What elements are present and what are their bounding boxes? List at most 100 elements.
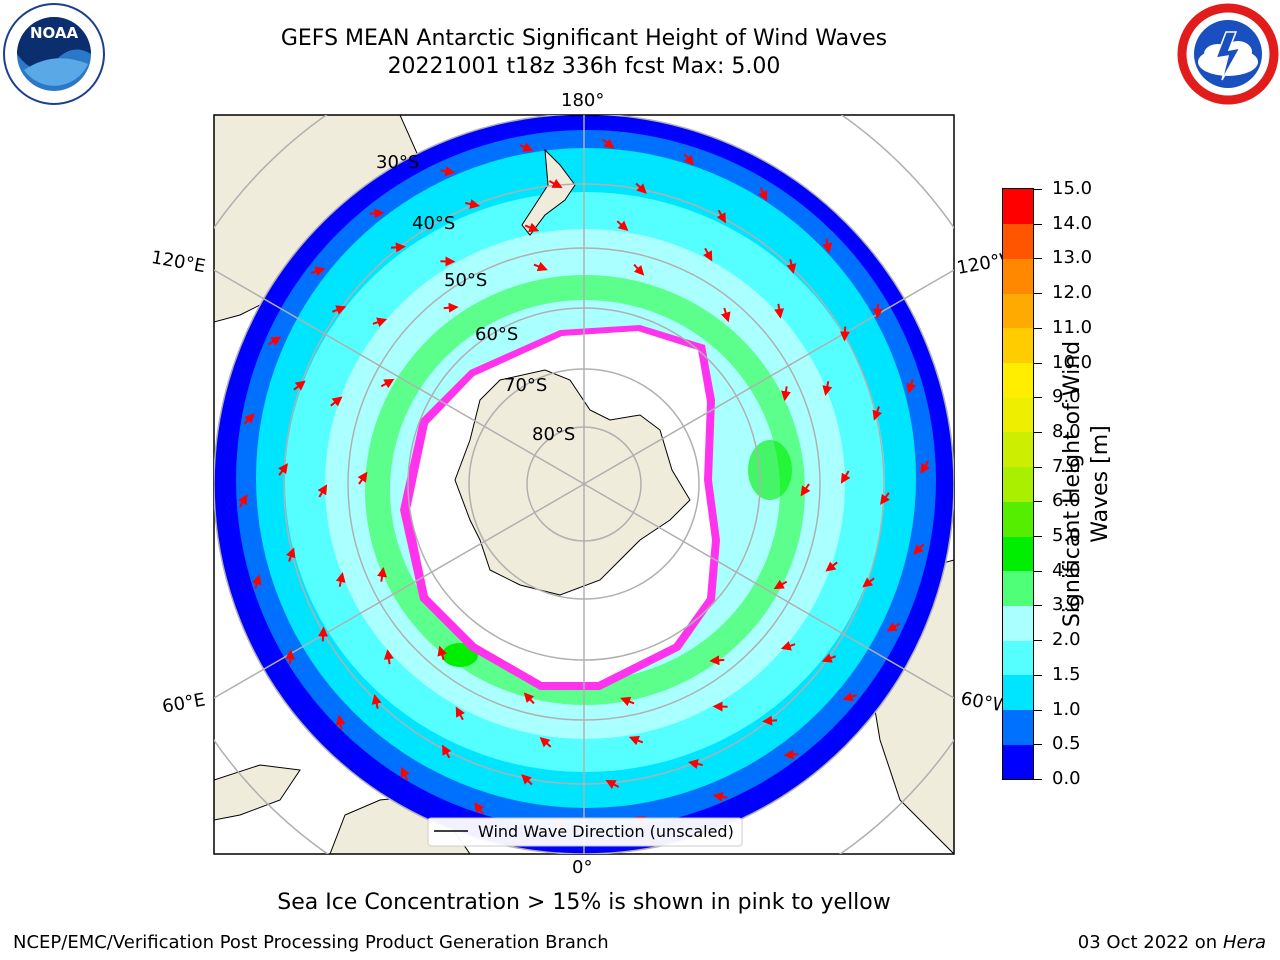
colorbar-segment xyxy=(1003,640,1033,676)
wind-wave-arrow xyxy=(605,779,620,790)
wind-wave-arrow xyxy=(822,381,833,396)
colorbar-tick xyxy=(1034,709,1042,711)
wind-wave-arrow xyxy=(709,655,725,666)
wind-wave-arrow xyxy=(377,566,387,582)
colorbar-segment xyxy=(1003,536,1033,572)
wind-wave-arrow xyxy=(906,379,917,394)
colorbar-tick-label: 5.0 xyxy=(1052,525,1081,547)
wind-wave-arrow xyxy=(602,138,615,149)
colorbar-tick xyxy=(1034,431,1042,433)
lat-label-40s: 40°S xyxy=(412,213,455,234)
colorbar-tick-label: 13.0 xyxy=(1052,247,1093,269)
wind-wave-arrow xyxy=(548,178,563,189)
wind-wave-arrow xyxy=(635,182,647,194)
wind-wave-arrow xyxy=(440,166,456,177)
colorbar-tick xyxy=(1034,605,1042,607)
colorbar-segment xyxy=(1003,431,1033,468)
colorbar-segment xyxy=(1003,466,1033,502)
wind-wave-arrow xyxy=(872,303,883,319)
wind-wave-arrow xyxy=(383,649,394,665)
national-weather-service-logo-icon xyxy=(1177,3,1279,105)
wind-wave-arrow xyxy=(687,759,703,769)
map-legend: Wind Wave Direction (unscaled) xyxy=(427,817,743,847)
wind-wave-arrow xyxy=(758,187,768,202)
wind-wave-arrow xyxy=(539,736,552,748)
lat-label-70s: 70°S xyxy=(504,375,547,396)
footer-credit: NCEP/EMC/Verification Post Processing Pr… xyxy=(13,932,609,953)
colorbar-segment xyxy=(1003,362,1033,398)
wind-wave-arrow xyxy=(781,386,791,402)
wind-wave-arrow xyxy=(773,579,788,590)
wind-wave-arrow xyxy=(443,302,459,313)
wind-wave-arrow xyxy=(783,749,799,760)
wind-wave-arrow xyxy=(330,396,343,407)
wind-wave-arrow xyxy=(437,645,448,661)
colorbar-tick-label: 11.0 xyxy=(1052,316,1093,338)
wind-wave-arrow xyxy=(616,220,629,232)
colorbar-tick xyxy=(1034,466,1042,468)
wind-wave-arrow xyxy=(762,715,778,726)
wind-wave-arrow xyxy=(800,483,811,497)
lat-label-80s: 80°S xyxy=(532,424,575,445)
colorbar-title: Significant Height of Wind Waves [m] xyxy=(1060,340,1113,628)
wind-wave-arrow xyxy=(523,692,535,705)
wind-wave-arrow xyxy=(703,247,713,262)
wind-wave-arrow xyxy=(243,413,255,425)
wind-wave-arrow xyxy=(318,626,329,642)
lat-label-50s: 50°S xyxy=(444,270,487,291)
wind-wave-arrow xyxy=(335,714,346,730)
colorbar-tick xyxy=(1034,189,1042,190)
colorbar-tick xyxy=(1034,536,1042,538)
wind-wave-arrow xyxy=(872,406,883,421)
colorbar-tick xyxy=(1034,570,1042,572)
wind-wave-arrow xyxy=(285,547,296,562)
colorbar-tick-label: 15.0 xyxy=(1052,178,1093,199)
lon-label-180: 180° xyxy=(561,90,604,111)
colorbar-segment xyxy=(1003,397,1033,433)
colorbar-segment xyxy=(1003,605,1033,641)
wind-wave-arrow xyxy=(521,774,533,786)
colorbar-segment xyxy=(1003,744,1033,780)
wind-wave-arrow xyxy=(862,577,875,588)
colorbar-segment xyxy=(1003,709,1033,745)
colorbar-tick xyxy=(1034,640,1042,642)
wind-wave-arrow xyxy=(357,471,368,485)
wind-wave-arrow xyxy=(533,261,548,272)
wind-wave-arrow xyxy=(913,543,925,555)
lat-label-30s: 30°S xyxy=(376,152,419,173)
wind-wave-arrow xyxy=(371,694,382,709)
colorbar-segment xyxy=(1003,570,1033,606)
noaa-logo-icon: NOAA xyxy=(3,3,105,105)
footer-date-text: 03 Oct 2022 on xyxy=(1077,932,1218,953)
colorbar-tick-label: 1.0 xyxy=(1052,698,1081,720)
wind-wave-arrow xyxy=(317,484,328,498)
colorbar xyxy=(1002,188,1034,780)
colorbar-tick xyxy=(1034,779,1042,780)
colorbar-segment xyxy=(1003,189,1033,225)
map-area xyxy=(214,115,954,854)
wind-wave-arrow xyxy=(880,492,890,505)
wind-wave-arrow xyxy=(920,460,930,474)
wind-wave-arrow xyxy=(310,266,326,277)
wind-wave-arrow xyxy=(786,259,797,274)
wind-wave-arrow xyxy=(822,238,833,254)
colorbar-tick-label: 6.0 xyxy=(1052,490,1081,512)
footer-date: 03 Oct 2022 on Hera xyxy=(1078,932,1266,953)
wind-wave-arrow xyxy=(683,153,694,166)
colorbar-tick xyxy=(1034,223,1042,225)
wind-wave-arrow xyxy=(774,303,785,319)
wind-wave-arrow xyxy=(267,336,282,346)
wind-wave-arrow xyxy=(620,696,635,707)
wind-wave-arrow xyxy=(842,691,858,702)
colorbar-tick-label: 0.0 xyxy=(1052,768,1081,789)
wind-wave-arrow xyxy=(331,305,347,315)
wind-wave-arrow xyxy=(840,470,851,484)
wind-wave-arrow xyxy=(524,222,540,233)
colorbar-tick-label: 1.5 xyxy=(1052,663,1081,685)
wind-wave-arrow xyxy=(251,574,262,589)
wind-wave-arrow xyxy=(628,735,644,746)
chart-title: GEFS MEAN Antarctic Significant Height o… xyxy=(280,26,888,51)
legend-label: Wind Wave Direction (unscaled) xyxy=(478,822,734,841)
colorbar-tick-label: 14.0 xyxy=(1052,212,1093,234)
